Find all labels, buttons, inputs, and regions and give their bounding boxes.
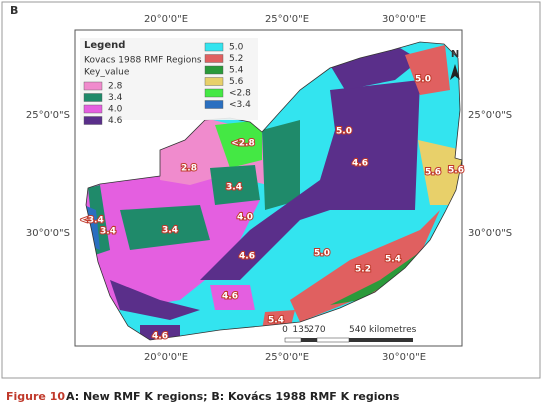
scale-label: 135 bbox=[292, 325, 309, 335]
legend: Legend Kovacs 1988 RMF Regions Key_value… bbox=[80, 38, 258, 126]
longitude-label: 30°0'0"E bbox=[382, 14, 426, 25]
region-label: 3.4 bbox=[100, 227, 116, 237]
region-label: 5.2 bbox=[355, 265, 371, 275]
region-label: 2.8 bbox=[181, 164, 197, 174]
latitude-label: 25°0'0"S bbox=[26, 110, 70, 121]
legend-label: <2.8 bbox=[229, 89, 251, 99]
legend-label: 4.6 bbox=[108, 116, 123, 126]
legend-swatch bbox=[204, 88, 224, 98]
region-label: 5.4 bbox=[385, 255, 401, 265]
north-arrow: N bbox=[450, 49, 460, 80]
north-label: N bbox=[451, 49, 459, 60]
region-label: 5.0 bbox=[415, 75, 431, 85]
region-label: 5.4 bbox=[268, 316, 284, 326]
longitude-label: 25°0'0"E bbox=[265, 14, 309, 25]
latitude-label: 30°0'0"S bbox=[468, 228, 512, 239]
legend-label: 5.2 bbox=[229, 54, 243, 64]
scale-label: 270 bbox=[308, 325, 325, 335]
legend-label: 5.6 bbox=[229, 77, 244, 87]
legend-swatch bbox=[204, 42, 224, 52]
legend-field: Key_value bbox=[84, 68, 130, 78]
map-labels: 5.05.0<2.82.8 4.63.45.6 5.6<3.43.4 3.44.04.… bbox=[79, 74, 465, 343]
scale-label: 0 bbox=[282, 325, 288, 335]
legend-title: Legend bbox=[84, 40, 125, 51]
legend-subtitle: Kovacs 1988 RMF Regions bbox=[84, 56, 202, 66]
panel-label: B bbox=[10, 4, 18, 17]
caption-text: A: New RMF K regions; B: Kovács 1988 RMF… bbox=[66, 390, 400, 403]
scale-bar bbox=[284, 337, 413, 343]
latitude-label: 30°0'0"S bbox=[26, 228, 70, 239]
latitude-label: 25°0'0"S bbox=[468, 110, 512, 121]
legend-swatch bbox=[204, 65, 224, 75]
legend-swatch bbox=[83, 93, 103, 102]
legend-label: 2.8 bbox=[108, 82, 123, 92]
region-label: 4.6 bbox=[152, 332, 168, 342]
legend-swatch bbox=[204, 54, 224, 63]
legend-label: 4.0 bbox=[108, 105, 123, 115]
legend-label: <3.4 bbox=[229, 100, 251, 110]
region-label: 3.4 bbox=[162, 226, 178, 236]
region-label: 5.6 bbox=[448, 166, 464, 176]
region-label: 5.0 bbox=[314, 249, 330, 259]
region-label: 4.6 bbox=[239, 252, 255, 262]
legend-swatch bbox=[83, 104, 103, 114]
region-label: <2.8 bbox=[231, 139, 254, 149]
legend-swatch bbox=[83, 116, 103, 125]
region-label: 4.6 bbox=[352, 159, 368, 169]
scale-label: 540 kilometres bbox=[349, 325, 417, 335]
caption-label: Figure 10 bbox=[6, 390, 65, 403]
region-label: 4.6 bbox=[222, 292, 238, 302]
longitude-label: 25°0'0"E bbox=[265, 352, 309, 363]
region-label: 5.0 bbox=[336, 127, 352, 137]
legend-swatch bbox=[204, 100, 224, 109]
legend-label: 5.4 bbox=[229, 66, 244, 76]
region-label: 4.0 bbox=[237, 213, 253, 223]
longitude-label: 30°0'0"E bbox=[382, 352, 426, 363]
region-label: <3.4 bbox=[80, 216, 103, 226]
longitude-label: 20°0'0"E bbox=[144, 352, 188, 363]
longitude-label: 20°0'0"E bbox=[144, 14, 188, 25]
legend-label: 5.0 bbox=[229, 43, 244, 53]
region-label: 3.4 bbox=[226, 183, 242, 193]
legend-swatch bbox=[204, 77, 224, 86]
legend-swatch bbox=[83, 81, 103, 91]
region-label: 5.6 bbox=[425, 168, 441, 178]
legend-label: 3.4 bbox=[108, 93, 123, 103]
coordinates: 20°0'0"E 25°0'0"E 30°0'0"E 20°0'0"E 25°0'0"E… bbox=[26, 14, 512, 363]
